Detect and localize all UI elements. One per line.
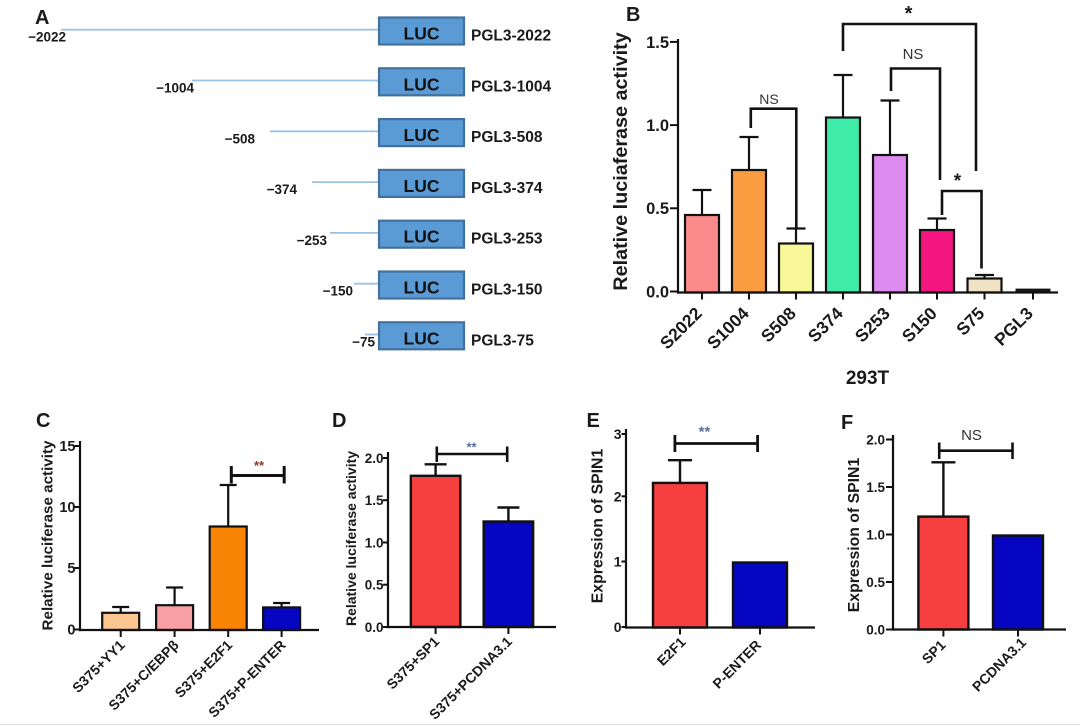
svg-text:5: 5	[67, 561, 75, 577]
svg-text:2.0: 2.0	[866, 432, 885, 447]
svg-text:**: **	[466, 440, 477, 455]
svg-text:2: 2	[614, 488, 622, 504]
svg-text:*: *	[954, 171, 962, 192]
svg-text:−150: −150	[323, 284, 353, 299]
svg-text:0.5: 0.5	[365, 578, 384, 593]
svg-text:F: F	[841, 412, 853, 434]
svg-text:Expression of SPIN1: Expression of SPIN1	[590, 449, 607, 604]
svg-text:NS: NS	[903, 46, 924, 63]
svg-text:PGL3-75: PGL3-75	[471, 332, 534, 349]
svg-text:PGL3-508: PGL3-508	[471, 129, 543, 146]
svg-text:−508: −508	[225, 131, 256, 146]
svg-text:1.5: 1.5	[646, 34, 669, 52]
svg-text:−253: −253	[297, 233, 328, 248]
svg-text:NS: NS	[759, 91, 778, 107]
svg-text:−75: −75	[352, 335, 375, 350]
svg-text:1.5: 1.5	[866, 480, 885, 495]
svg-text:0.0: 0.0	[646, 283, 669, 301]
svg-text:1.0: 1.0	[365, 535, 384, 550]
svg-text:LUC: LUC	[404, 227, 440, 247]
svg-text:LUC: LUC	[404, 328, 440, 348]
svg-text:−374: −374	[267, 182, 298, 197]
svg-text:0: 0	[614, 619, 622, 635]
svg-text:PGL3-2022: PGL3-2022	[471, 28, 551, 45]
svg-text:1.5: 1.5	[365, 493, 384, 508]
svg-text:E: E	[587, 410, 600, 432]
svg-text:D: D	[332, 410, 346, 432]
svg-text:10: 10	[59, 500, 75, 516]
svg-text:1.0: 1.0	[646, 117, 669, 135]
svg-text:15: 15	[59, 439, 75, 455]
svg-text:0: 0	[67, 623, 75, 639]
svg-text:0.0: 0.0	[866, 622, 885, 637]
svg-text:2.0: 2.0	[365, 451, 384, 466]
svg-text:LUC: LUC	[404, 125, 440, 145]
svg-text:0.0: 0.0	[365, 620, 384, 635]
svg-text:0.5: 0.5	[646, 200, 669, 218]
svg-text:PGL3-374: PGL3-374	[471, 180, 543, 197]
svg-text:PGL3-253: PGL3-253	[471, 231, 543, 248]
svg-text:PGL3-150: PGL3-150	[471, 282, 543, 299]
svg-text:LUC: LUC	[404, 278, 440, 298]
svg-text:C: C	[36, 410, 50, 432]
svg-text:PGL3-1004: PGL3-1004	[471, 78, 552, 95]
svg-text:−2022: −2022	[28, 30, 66, 45]
svg-text:B: B	[626, 4, 640, 26]
svg-text:Relative luciferase activity: Relative luciferase activity	[343, 451, 359, 626]
svg-text:LUC: LUC	[404, 24, 440, 44]
svg-text:Expression of SPIN1: Expression of SPIN1	[846, 458, 863, 613]
svg-text:LUC: LUC	[404, 176, 440, 196]
svg-text:1: 1	[614, 554, 622, 570]
svg-text:293T: 293T	[846, 368, 890, 389]
svg-text:A: A	[35, 7, 49, 29]
svg-text:−1004: −1004	[156, 81, 194, 96]
svg-text:**: **	[699, 424, 711, 441]
svg-text:3: 3	[614, 426, 622, 442]
svg-text:Relative luciferase activity: Relative luciferase activity	[40, 440, 57, 631]
svg-text:Relative luciaferase activity: Relative luciaferase activity	[610, 32, 632, 290]
svg-text:0.5: 0.5	[866, 575, 885, 590]
svg-text:NS: NS	[961, 427, 982, 444]
svg-text:**: **	[254, 458, 265, 473]
svg-text:1.0: 1.0	[866, 527, 885, 542]
svg-text:LUC: LUC	[404, 74, 440, 94]
svg-text:*: *	[905, 3, 913, 25]
